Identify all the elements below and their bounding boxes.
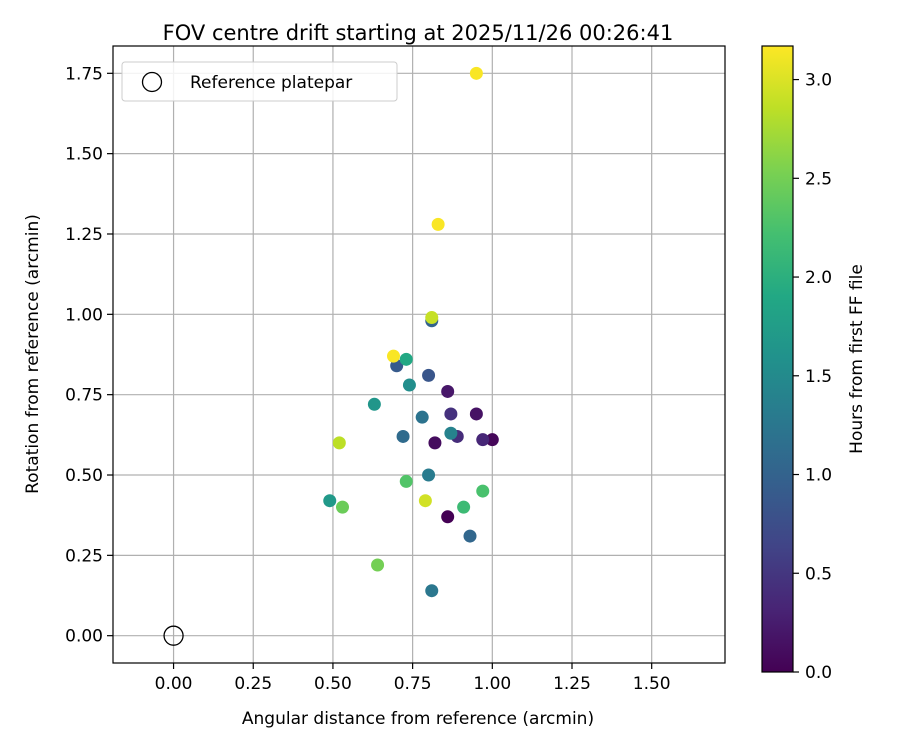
data-point	[463, 529, 477, 543]
data-point	[431, 217, 445, 231]
y-axis-ticks: 0.00 0.25 0.50 0.75 1.00 1.25 1.50 1.75	[65, 64, 113, 647]
chart-title: FOV centre drift starting at 2025/11/26 …	[163, 21, 674, 45]
legend-marker-reference	[141, 71, 163, 93]
y-tick-label: 0.25	[65, 546, 103, 566]
data-point	[457, 500, 471, 514]
data-point	[441, 384, 455, 398]
y-tick-label: 0.50	[65, 466, 103, 486]
colorbar-tick-label: 0.5	[805, 564, 832, 584]
data-point	[336, 500, 349, 514]
y-tick-label: 1.75	[65, 64, 103, 84]
data-point	[444, 426, 458, 440]
data-point	[371, 558, 385, 572]
y-tick-label: 1.25	[65, 225, 103, 245]
colorbar-tick-label: 2.5	[805, 169, 832, 189]
colorbar-tick-label: 3.0	[805, 71, 832, 91]
data-point	[418, 494, 432, 508]
data-point	[469, 407, 483, 421]
colorbar-label: Hours from first FF file	[847, 264, 867, 454]
data-point	[422, 468, 436, 482]
x-axis-ticks: 0.00 0.25 0.50 0.75 1.00 1.25 1.50	[155, 663, 671, 694]
y-tick-label: 1.00	[65, 305, 103, 325]
data-point	[425, 311, 439, 325]
data-point	[402, 378, 416, 392]
data-point	[441, 510, 455, 524]
x-tick-label: 1.00	[473, 674, 511, 694]
grid	[113, 46, 725, 663]
colorbar-ticks: 0.0 0.5 1.0 1.5 2.0 2.5 3.0	[793, 71, 832, 683]
data-point	[399, 474, 413, 488]
x-axis-label: Angular distance from reference (arcmin)	[242, 709, 594, 729]
colorbar-tick-label: 1.0	[805, 466, 832, 486]
y-tick-label: 0.00	[65, 627, 103, 647]
data-point	[444, 407, 458, 421]
data-point	[396, 429, 410, 443]
x-tick-label: 0.25	[234, 674, 272, 694]
data-point	[332, 436, 346, 450]
data-point	[485, 433, 499, 447]
x-tick-label: 0.00	[155, 674, 193, 694]
plot-frame	[112, 45, 726, 664]
legend-label-reference: Reference platepar	[190, 73, 352, 93]
data-point	[323, 494, 337, 508]
reference-marker-layer	[163, 625, 184, 646]
x-tick-label: 0.50	[314, 674, 352, 694]
legend-box	[121, 61, 398, 102]
data-point	[399, 352, 413, 366]
colorbar-tick-label: 2.0	[805, 268, 832, 288]
data-point	[422, 368, 436, 382]
data-point	[425, 584, 439, 598]
data-point	[415, 410, 429, 424]
colorbar-tick-label: 1.5	[805, 367, 832, 387]
y-tick-label: 1.50	[65, 145, 103, 165]
y-tick-label: 0.75	[65, 386, 103, 406]
x-tick-label: 1.25	[553, 674, 591, 694]
data-point	[387, 349, 400, 363]
data-point	[428, 436, 442, 450]
colorbar	[761, 45, 794, 673]
reference-platepar-marker	[163, 625, 184, 646]
data-point	[476, 484, 490, 498]
colorbar-tick-label: 0.0	[805, 663, 832, 683]
data-point	[469, 66, 483, 80]
x-tick-label: 1.50	[633, 674, 671, 694]
data-point	[367, 397, 381, 411]
legend: Reference platepar	[121, 61, 398, 102]
x-tick-label: 0.75	[394, 674, 432, 694]
y-axis-label: Rotation from reference (arcmin)	[23, 214, 43, 494]
data-points	[323, 66, 499, 598]
data-point	[476, 433, 490, 447]
